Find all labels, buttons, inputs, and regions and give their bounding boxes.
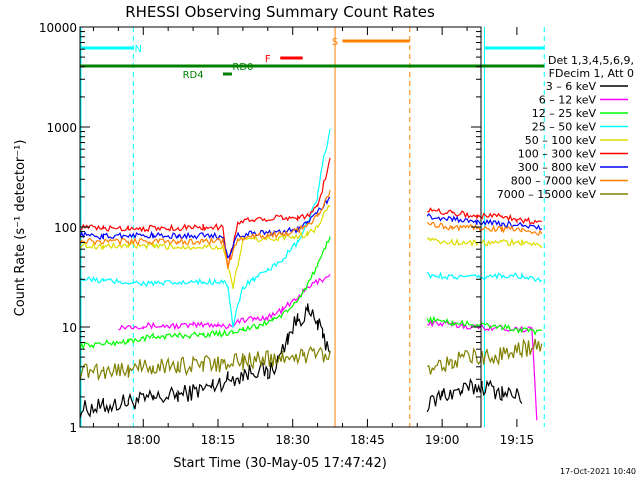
legend-label-7: 800 – 7000 keV	[511, 175, 597, 188]
legend-label-3: 25 – 50 keV	[532, 121, 597, 134]
render-timestamp: 17-Oct-2021 10:40	[560, 467, 636, 476]
legend-label-6: 300 – 800 keV	[518, 161, 597, 174]
x-tick-label-4: 19:00	[425, 433, 460, 447]
y-tick-label-4: 10000	[39, 21, 77, 35]
flag-n-label: N	[135, 44, 142, 55]
axes: 18:00 18:15 18:30 18:45 19:00 19:15 1 10 100 1000…	[39, 21, 534, 447]
plot-area: N S F RD0 RD4	[79, 27, 545, 427]
legend: Det 1,3,4,5,6,9,FDecim 1, Att 03 – 6 keV…	[497, 54, 634, 201]
flag-f-label: F	[265, 54, 271, 65]
x-tick-label-3: 18:45	[350, 433, 385, 447]
series-line-6	[79, 196, 543, 259]
flag-rd4-label: RD4	[183, 70, 204, 81]
legend-header-0: Det 1,3,4,5,6,9,	[548, 54, 634, 67]
y-tick-label-0: 1	[69, 421, 77, 435]
flag-rd0-label: RD0	[232, 62, 253, 73]
series-line-0	[79, 303, 523, 419]
series-line-5	[79, 157, 542, 269]
series-line-8	[79, 338, 543, 382]
y-tick-label-1: 10	[62, 321, 77, 335]
series-line-2	[79, 236, 542, 351]
legend-label-2: 12 – 25 keV	[532, 107, 597, 120]
legend-label-8: 7000 – 15000 keV	[497, 188, 597, 201]
series-line-7	[79, 190, 543, 269]
x-tick-label-0: 18:00	[126, 433, 161, 447]
flag-s-label: S	[332, 37, 338, 48]
chart-title: RHESSI Observing Summary Count Rates	[125, 3, 435, 21]
y-tick-label-3: 1000	[46, 121, 77, 135]
x-axis-label: Start Time (30-May-05 17:47:42)	[173, 456, 387, 471]
legend-header-1: FDecim 1, Att 0	[549, 67, 634, 80]
legend-label-5: 100 – 300 keV	[518, 148, 597, 161]
legend-label-1: 6 – 12 keV	[539, 94, 597, 107]
legend-label-4: 50 – 100 keV	[525, 134, 597, 147]
y-axis-label: Count Rate (s⁻¹ detector⁻¹)	[13, 140, 28, 317]
x-tick-label-1: 18:15	[201, 433, 236, 447]
y-tick-label-2: 100	[54, 221, 77, 235]
legend-label-0: 3 – 6 keV	[546, 80, 597, 93]
x-tick-label-2: 18:30	[275, 433, 310, 447]
x-tick-label-5: 19:15	[500, 433, 535, 447]
series-line-4	[79, 204, 543, 289]
series-line-3	[79, 128, 543, 328]
